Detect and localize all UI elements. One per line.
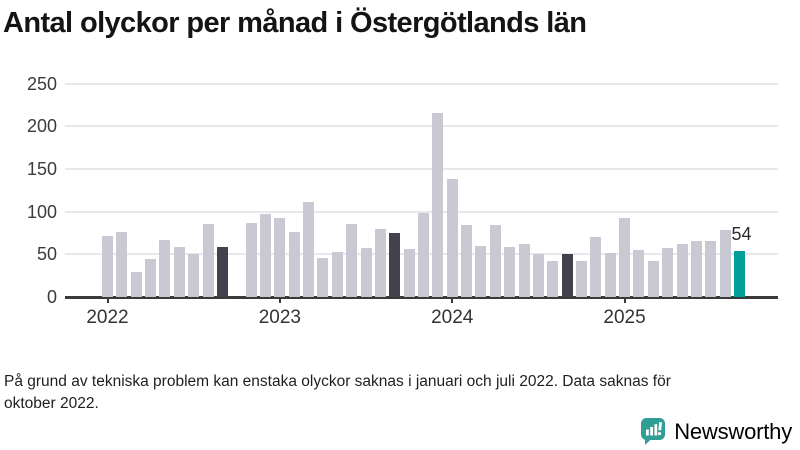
bar-2024-01 [446, 179, 458, 297]
x-axis-tick-2024 [451, 297, 454, 303]
bar-2023-11 [417, 213, 429, 297]
y-axis-tick-label-250: 250 [26, 73, 57, 94]
bar-2023-07 [360, 248, 372, 297]
bar-2025-06 [690, 240, 702, 297]
bar-2024-10 [575, 261, 587, 297]
bar-2025-07 [705, 240, 717, 297]
bar-2025-08 [719, 229, 731, 297]
newsworthy-wordmark: Newsworthy [674, 418, 792, 444]
y-axis-tick-label-150: 150 [26, 158, 57, 179]
bar-2023-04 [317, 257, 329, 297]
bar-2022-03 [130, 272, 142, 297]
bar-2023-12 [432, 112, 444, 297]
chart-title: Antal olyckor per månad i Östergötlands … [3, 7, 587, 39]
y-axis-tick-label-50: 50 [36, 244, 57, 265]
bar-2025-09 [733, 250, 745, 297]
x-axis-tick-label-2023: 2023 [258, 307, 301, 328]
bar-2022-02 [116, 232, 128, 297]
gridline-y-250 [65, 82, 778, 85]
gridline-y-100 [65, 210, 778, 213]
bar-2023-03 [303, 202, 315, 297]
bar-2024-09 [561, 254, 573, 297]
bar-2022-08 [202, 224, 214, 297]
current-value-label: 54 [731, 223, 752, 244]
gridline-y-150 [65, 167, 778, 170]
gridline-y-200 [65, 125, 778, 128]
bar-2023-09 [389, 232, 401, 297]
bar-2023-02 [288, 232, 300, 297]
bar-2024-12 [604, 252, 616, 297]
bar-2022-06 [173, 246, 185, 297]
bar-2024-05 [504, 246, 516, 297]
x-axis-tick-2022 [106, 297, 109, 303]
bar-2024-11 [590, 237, 602, 297]
bar-2022-12 [259, 214, 271, 297]
newsworthy-speech-bubble-barchart-icon [640, 417, 667, 446]
x-axis-tick-label-2024: 2024 [431, 307, 474, 328]
y-axis-tick-label-100: 100 [26, 201, 57, 222]
bar-2023-06 [346, 224, 358, 297]
bar-2022-05 [159, 239, 171, 297]
x-axis-tick-label-2022: 2022 [86, 307, 129, 328]
bar-2022-04 [145, 259, 157, 297]
bar-2023-01 [274, 218, 286, 297]
bar-2022-01 [102, 235, 113, 297]
bar-2024-08 [547, 261, 559, 297]
x-axis-tick-2023 [278, 297, 281, 303]
bar-2025-03 [647, 261, 659, 297]
bar-2025-01 [619, 217, 631, 297]
bar-2025-02 [633, 250, 645, 297]
x-axis-tick-label-2025: 2025 [603, 307, 646, 328]
bar-2024-03 [475, 245, 487, 297]
newsworthy-logo: Newsworthy [640, 417, 792, 446]
plot-area: 54 0 50 100 150 200 250 2022 2023 2024 2025 [27, 75, 778, 328]
bar-2024-04 [489, 225, 501, 297]
x-axis-tick-2025 [623, 297, 626, 303]
bar-2023-08 [374, 228, 386, 297]
y-axis-tick-label-0: 0 [46, 287, 57, 307]
footnote: På grund av tekniska problem kan enstaka… [4, 373, 671, 413]
bar-2023-10 [403, 249, 415, 297]
bar-2022-11 [245, 222, 257, 297]
bar-2025-04 [662, 248, 674, 297]
bar-2023-05 [331, 251, 343, 297]
bar-2024-02 [461, 225, 473, 297]
bar-2024-06 [518, 244, 530, 297]
bar-2022-09 [216, 247, 228, 297]
bar-2025-05 [676, 244, 688, 297]
x-axis-line [65, 296, 778, 299]
y-axis-tick-label-200: 200 [26, 116, 57, 137]
bar-2024-07 [532, 254, 544, 297]
bar-2022-07 [188, 254, 200, 297]
